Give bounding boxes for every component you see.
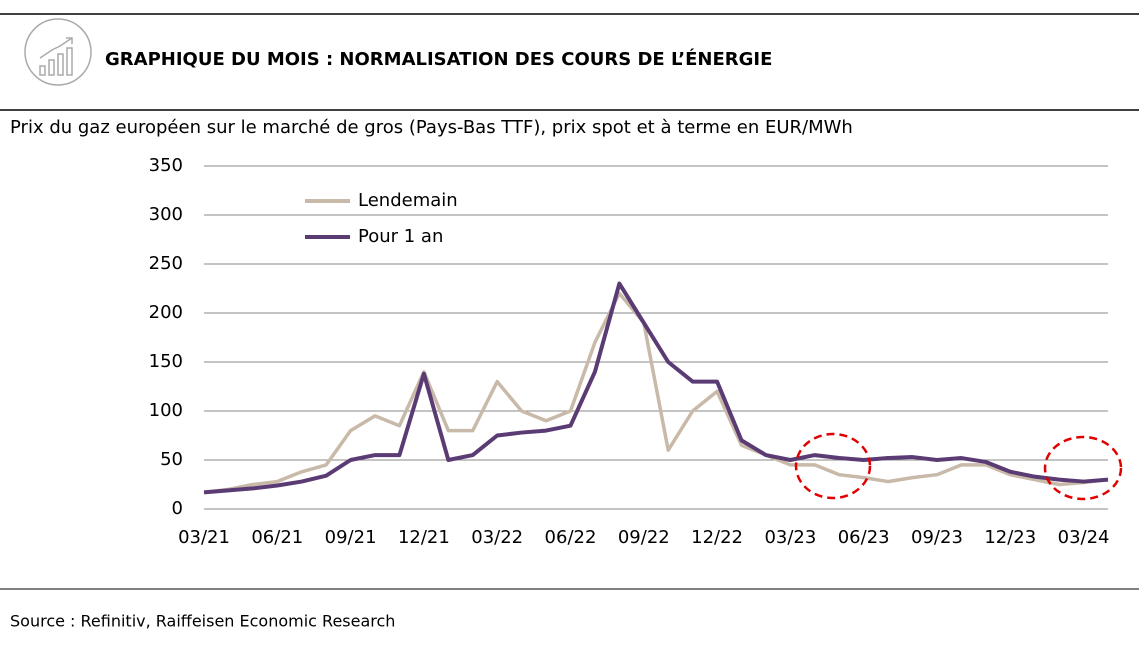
- x-tick-label: 03/21: [178, 527, 230, 548]
- x-tick-label: 03/24: [1058, 527, 1110, 548]
- x-tick-label: 03/22: [471, 527, 523, 548]
- x-tick-label: 06/22: [545, 527, 597, 548]
- x-tick-label: 12/23: [984, 527, 1036, 548]
- x-tick-label: 06/23: [838, 527, 890, 548]
- x-tick-label: 09/21: [325, 527, 377, 548]
- highlight-circle: [794, 432, 872, 500]
- y-tick-label: 100: [149, 400, 183, 421]
- icon: [24, 18, 92, 86]
- highlight-circle: [1043, 435, 1123, 501]
- x-tick-label: 06/21: [251, 527, 303, 548]
- line-series: [203, 281, 1109, 495]
- y-tick-label: 50: [160, 449, 183, 470]
- legend-label: Lendemain: [358, 190, 458, 211]
- x-tick-label: 09/23: [911, 527, 963, 548]
- source: Source : Refinitiv, Raiffeisen Economic …: [10, 612, 395, 631]
- y-tick-label: 350: [149, 155, 183, 176]
- plot: 0 50 100 150 200 250 300 350 03/21 06/21 09/21 12/2…: [149, 155, 1110, 548]
- legend-label: Pour 1 an: [358, 226, 443, 247]
- x-tick-label: 12/21: [398, 527, 450, 548]
- line-series: [203, 291, 1109, 495]
- y-tick-label: 250: [149, 253, 183, 274]
- y-tick-label: 300: [149, 204, 183, 225]
- x-tick-label: 09/22: [618, 527, 670, 548]
- page-title: GRAPHIQUE DU MOIS : NORMALISATION DES CO…: [105, 48, 772, 70]
- y-tick-label: 150: [149, 351, 183, 372]
- y-tick-label: 0: [172, 498, 183, 519]
- y-tick-label: 200: [149, 302, 183, 323]
- x-tick-label: 12/22: [691, 527, 743, 548]
- chart-title: Prix du gaz européen sur le marché de gr…: [10, 117, 853, 138]
- x-tick-label: 03/23: [764, 527, 816, 548]
